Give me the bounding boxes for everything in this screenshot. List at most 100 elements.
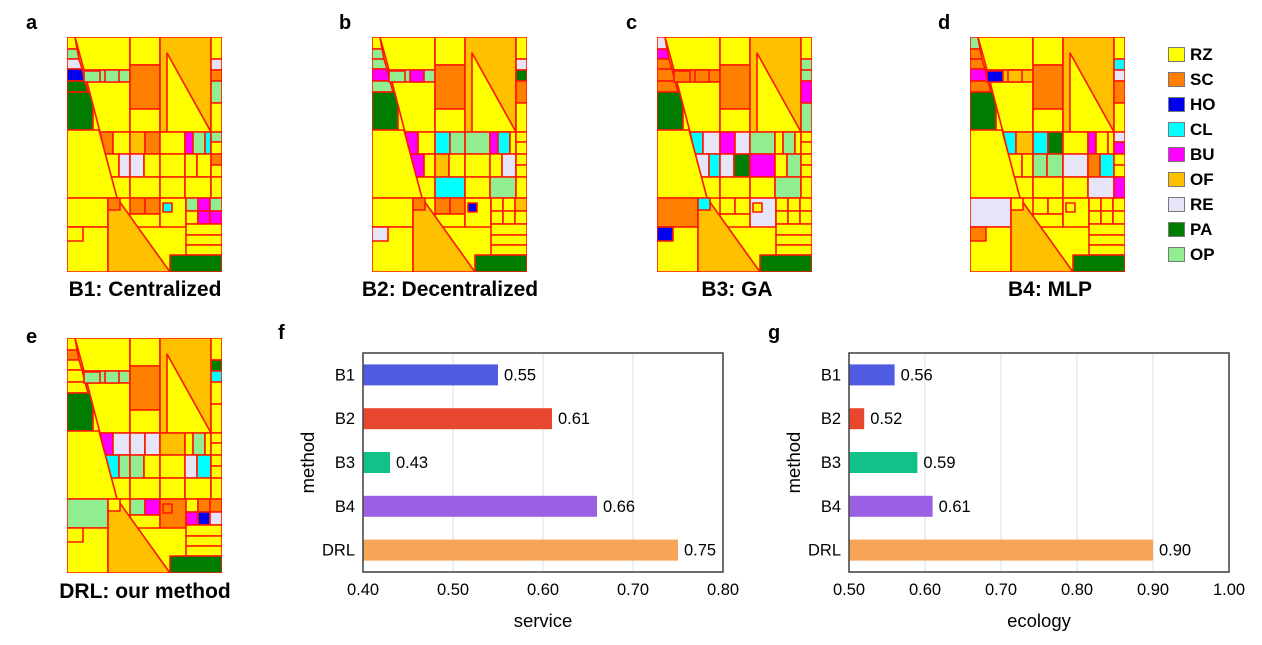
parcel-RZ	[67, 527, 84, 543]
parcel-RZ	[185, 524, 222, 537]
parcel-RZ	[1032, 37, 1064, 66]
parcel-RZ	[185, 234, 222, 246]
parcel-RE	[129, 432, 146, 456]
parcel-RE	[1062, 153, 1089, 178]
parcel-RZ	[210, 141, 222, 155]
legend-swatch-PA	[1168, 222, 1185, 237]
parcel-RZ	[129, 338, 161, 367]
land-use-map-b1	[67, 37, 222, 272]
parcel-RZ	[775, 234, 812, 246]
parcel-OP	[83, 371, 101, 384]
parcel-CL	[1113, 58, 1125, 71]
map-caption-drl: DRL: our method	[59, 580, 231, 603]
parcel-RZ	[775, 223, 812, 236]
parcel-RZ	[800, 153, 812, 166]
parcel-OF	[129, 131, 146, 155]
parcel-RZ	[1032, 176, 1064, 199]
parcel-RZ	[1113, 102, 1125, 133]
parcel-RZ	[417, 131, 436, 155]
parcel-RE	[372, 226, 389, 242]
parcel-SC	[515, 80, 527, 104]
panel-letter-d: d	[938, 12, 951, 34]
parcel-SC	[1113, 80, 1125, 104]
parcel-RZ	[423, 153, 436, 178]
parcel-RE	[970, 197, 1012, 228]
parcel-RZ	[800, 37, 812, 60]
panel-letter-e: e	[26, 326, 38, 348]
parcel-CL	[434, 131, 451, 155]
parcel-RZ	[490, 210, 504, 225]
parcel-OP	[749, 131, 776, 155]
parcel-RZ	[210, 102, 222, 133]
parcel-OP	[210, 80, 222, 104]
parcel-RZ	[775, 244, 812, 256]
legend-swatch-BU	[1168, 147, 1185, 162]
parcel-RZ	[1112, 197, 1125, 212]
parcel-PA	[474, 254, 527, 272]
parcel-BU	[800, 80, 812, 104]
legend-swatch-RZ	[1168, 47, 1185, 62]
parcel-RZ	[799, 210, 812, 225]
value-label: 0.66	[603, 498, 635, 516]
parcel-RZ	[1113, 164, 1125, 178]
parcel-BU	[209, 210, 222, 225]
parcel-OP	[372, 58, 388, 70]
parcel-OP	[209, 197, 222, 212]
value-label: 0.75	[684, 542, 716, 560]
legend-label: CL	[1190, 119, 1213, 139]
parcel-RE	[734, 131, 751, 155]
x-tick-label: 0.40	[347, 581, 379, 599]
parcel-OP	[449, 131, 466, 155]
parcel-RZ	[719, 176, 751, 199]
value-label: 0.43	[396, 454, 428, 472]
x-tick-label: 0.70	[985, 581, 1017, 599]
category-label-B4: B4	[821, 498, 841, 516]
parcel-RZ	[1107, 131, 1115, 155]
parcel-SC	[434, 64, 466, 110]
parcel-RZ	[502, 197, 516, 212]
parcel-HO	[467, 202, 478, 213]
parcel-RE	[719, 153, 735, 178]
parcel-RZ	[752, 202, 763, 213]
parcel-RZ	[1062, 131, 1089, 155]
parcel-BU	[970, 68, 989, 82]
parcel-RZ	[143, 454, 161, 479]
parcel-OP	[774, 176, 802, 199]
parcel-RZ	[372, 197, 414, 228]
bar-B4-service	[363, 495, 597, 517]
land-use-map-b2	[372, 37, 527, 272]
parcel-CL	[708, 153, 721, 178]
land-use-map-b4	[970, 37, 1125, 272]
category-label-B4: B4	[335, 498, 355, 516]
parcel-RZ	[794, 131, 802, 155]
land-use-map-b3	[657, 37, 812, 272]
parcel-OP	[118, 454, 131, 479]
parcel-RZ	[515, 153, 527, 166]
y-axis-title: method	[783, 432, 804, 494]
parcel-RZ	[502, 210, 516, 225]
parcel-CL	[210, 370, 222, 383]
parcel-RZ	[464, 176, 491, 199]
parcel-PA	[169, 555, 222, 573]
parcel-PA	[759, 254, 812, 272]
parcel-RZ	[434, 108, 466, 133]
parcel-SC	[719, 64, 751, 110]
parcel-SC	[129, 197, 146, 215]
value-label: 0.59	[923, 454, 955, 472]
parcel-OP	[129, 498, 146, 516]
category-label-B1: B1	[335, 366, 355, 384]
parcel-PA	[210, 359, 222, 372]
parcel-CL	[196, 454, 212, 479]
parcel-RE	[210, 58, 222, 71]
bar-B3-service	[363, 452, 390, 473]
parcel-BU	[144, 498, 161, 516]
map-caption-b4: B4: MLP	[1008, 278, 1092, 301]
parcel-HO	[197, 511, 211, 526]
parcel-RZ	[129, 108, 161, 133]
parcel-OF	[1007, 69, 1023, 83]
parcel-RZ	[210, 403, 222, 434]
legend-swatch-CL	[1168, 122, 1185, 137]
parcel-OP	[388, 70, 406, 83]
category-label-B2: B2	[821, 410, 841, 428]
parcel-SC	[970, 226, 987, 242]
